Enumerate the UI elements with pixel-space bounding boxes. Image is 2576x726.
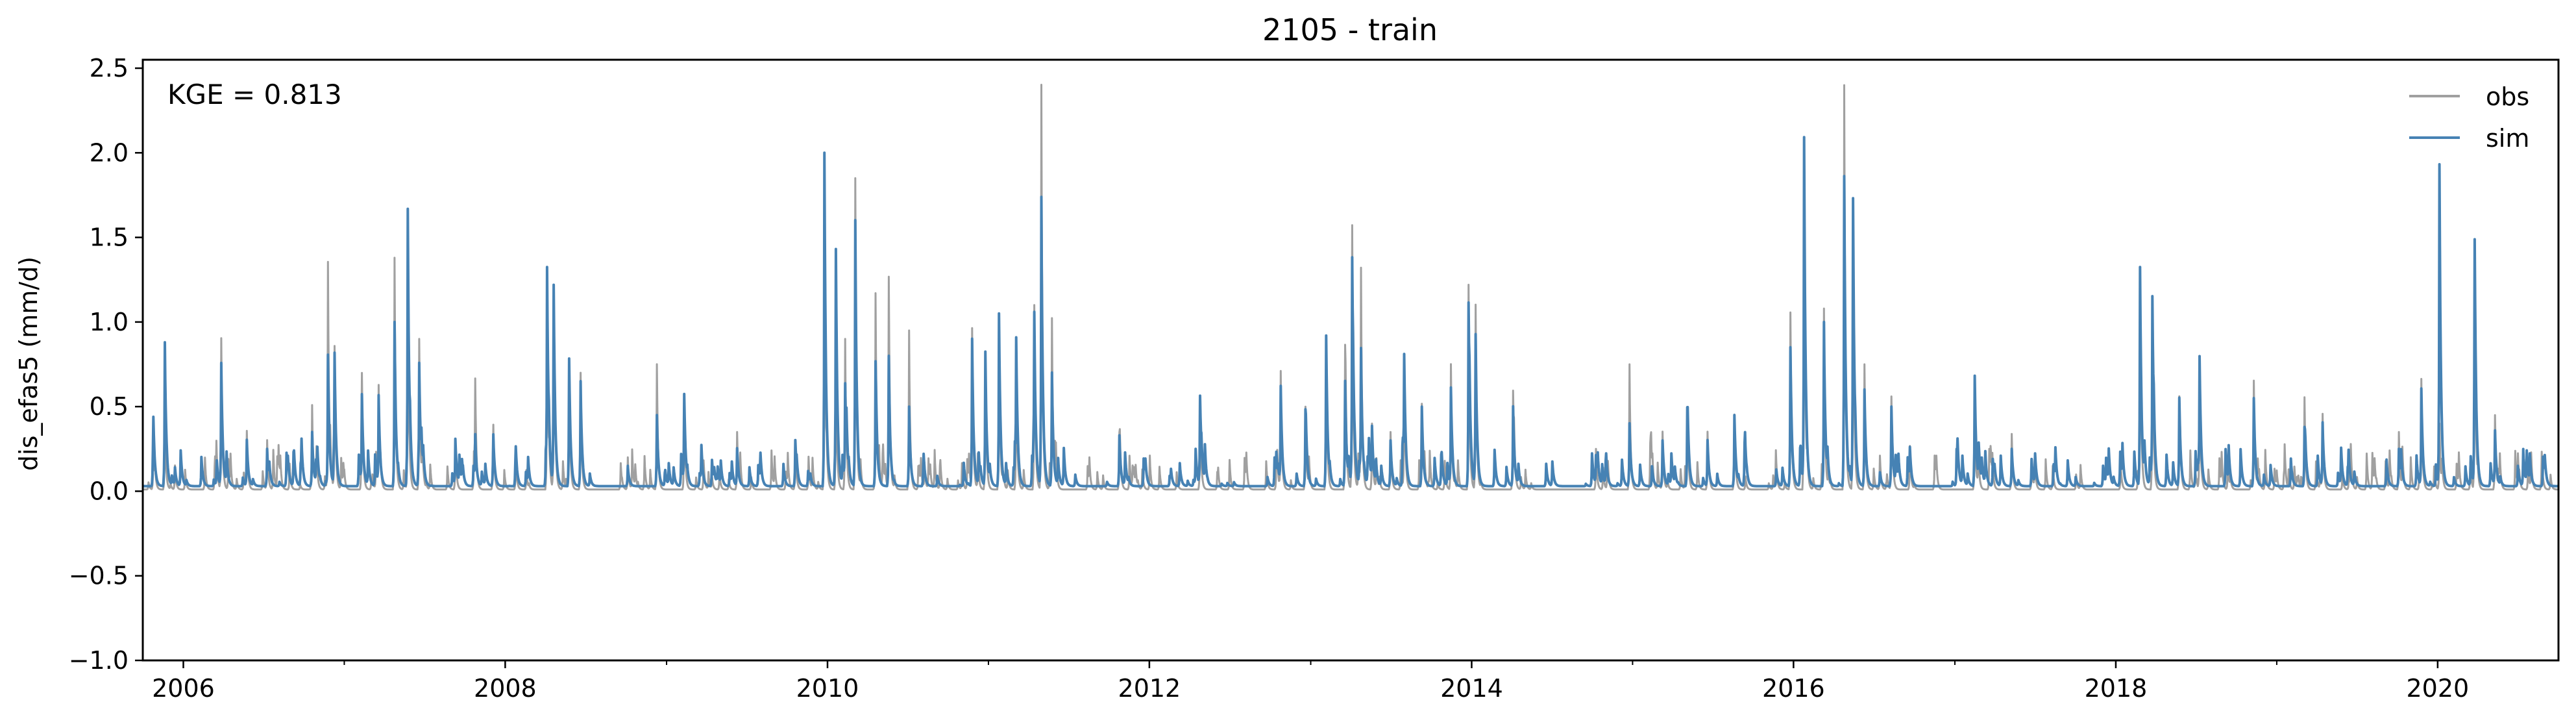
y-tick-label: 1.5 [90, 223, 129, 252]
plot-frame [141, 58, 2560, 662]
legend-label-sim: sim [2486, 124, 2529, 153]
legend-label-obs: obs [2486, 82, 2529, 111]
x-tick-label: 2006 [152, 674, 215, 703]
y-tick-label: 0.0 [90, 477, 129, 505]
y-tick-label: −0.5 [69, 562, 129, 590]
y-axis-label: dis_efas5 (mm/d) [14, 257, 43, 471]
x-axis: 2006 2008 2010 2012 2014 2016 2018 2020 [152, 660, 2469, 703]
x-tick-label: 2014 [1440, 674, 1503, 703]
kge-annotation: KGE = 0.813 [167, 79, 342, 110]
series-layer [143, 84, 2558, 491]
y-axis: −1.0 −0.5 0.0 0.5 1.0 1.5 2.0 2.5 [69, 54, 143, 675]
legend: obs sim [2409, 82, 2529, 153]
x-tick-label: 2020 [2407, 674, 2470, 703]
x-tick-label: 2018 [2085, 674, 2148, 703]
series-line-sim [143, 136, 2558, 488]
y-tick-label: 2.0 [90, 138, 129, 167]
chart-title: 2105 - train [1262, 12, 1438, 47]
x-tick-label: 2012 [1118, 674, 1181, 703]
series-line-obs [143, 84, 2558, 491]
y-tick-label: 2.5 [90, 54, 129, 82]
x-tick-label: 2010 [796, 674, 859, 703]
x-tick-label: 2016 [1762, 674, 1825, 703]
x-tick-label: 2008 [474, 674, 537, 703]
y-tick-label: −1.0 [69, 646, 129, 675]
y-tick-label: 1.0 [90, 308, 129, 336]
y-tick-label: 0.5 [90, 392, 129, 421]
